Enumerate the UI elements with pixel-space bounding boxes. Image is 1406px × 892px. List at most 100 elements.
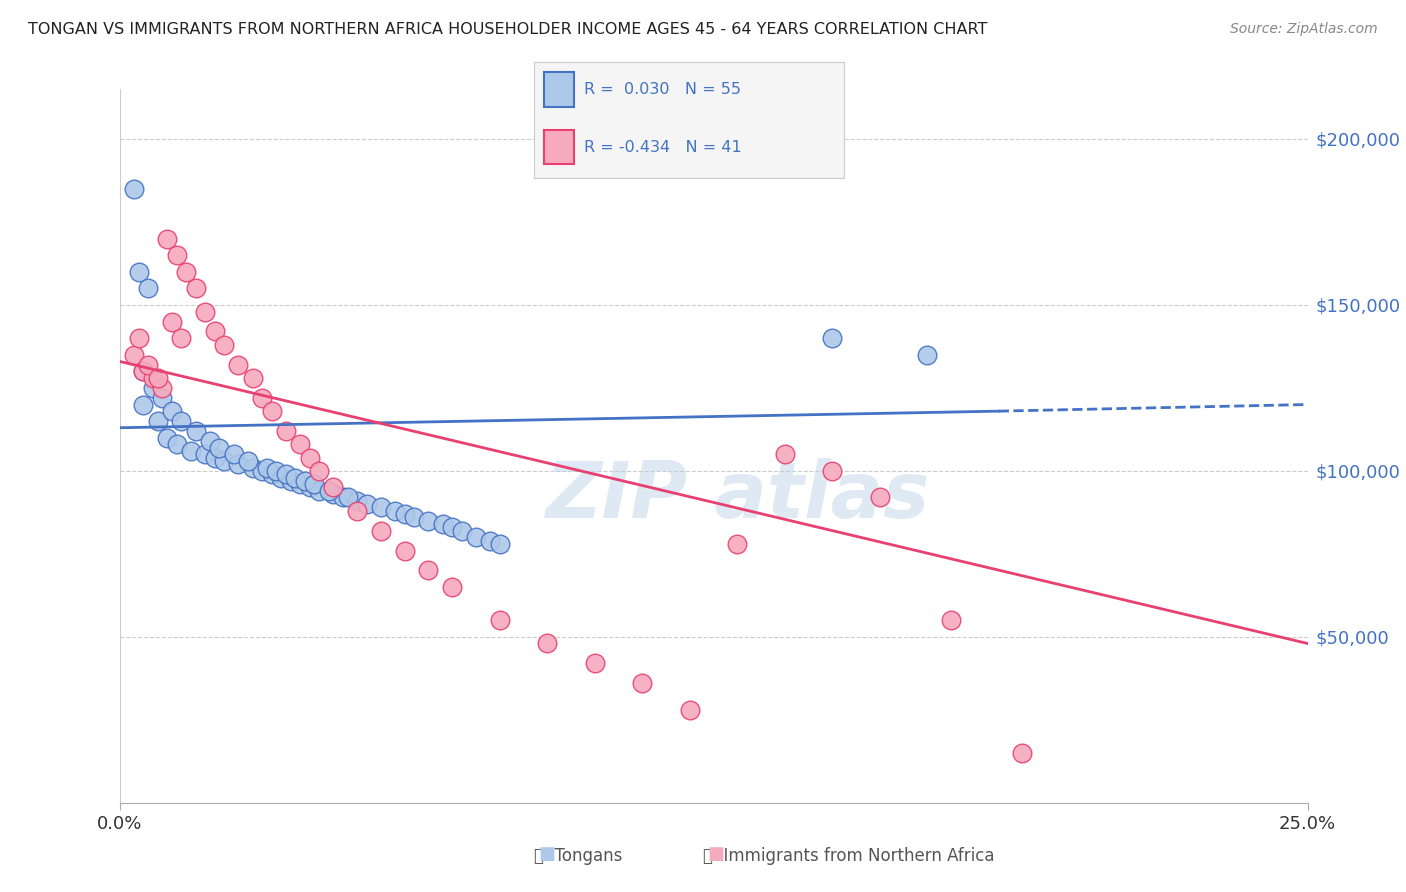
Point [142,381,165,395]
Point [308,464,330,478]
Point [132,397,155,411]
Point [122,348,145,362]
Point [166,437,188,451]
Point [150,381,173,395]
Point [631,676,654,690]
Text: R =  0.030   N = 55: R = 0.030 N = 55 [583,81,741,96]
Point [184,281,207,295]
Point [821,331,844,345]
Point [236,454,259,468]
Text: ⬜  Tongans: ⬜ Tongans [534,847,623,864]
Point [228,358,250,372]
Bar [544,129,575,164]
Point [204,325,226,339]
Point [488,613,510,627]
Point [322,481,344,495]
Point [142,371,165,385]
Point [308,483,330,498]
Point [212,454,235,468]
Point [184,424,207,438]
Point [198,434,221,448]
Point [150,391,173,405]
Point [128,265,150,279]
Point [170,414,193,428]
Point [256,460,278,475]
Point [288,477,311,491]
Point [304,477,326,491]
Text: ⬜  Immigrants from Northern Africa: ⬜ Immigrants from Northern Africa [703,847,994,864]
Point [346,493,368,508]
Point [174,265,197,279]
Text: ■: ■ [538,845,555,863]
Point [260,467,283,482]
Point [280,474,302,488]
Point [228,457,250,471]
Text: ■: ■ [707,845,724,863]
Point [274,424,297,438]
Point [394,543,416,558]
Point [274,467,297,482]
Point [294,474,316,488]
Point [288,437,311,451]
Point [583,657,606,671]
Point [322,487,344,501]
Point [479,533,502,548]
Point [128,331,150,345]
Point [725,537,748,551]
Point [242,371,264,385]
Point [441,520,464,534]
Point [332,491,354,505]
Point [464,530,488,544]
Point [136,358,159,372]
Point [679,703,702,717]
Point [432,516,454,531]
Point [450,524,472,538]
Point [336,491,359,505]
Point [488,537,510,551]
Point [208,441,231,455]
Point [441,580,464,594]
Point [242,460,264,475]
Point [156,231,179,245]
Point [222,447,245,461]
Point [146,414,169,428]
Point [384,504,406,518]
Point [370,524,392,538]
Point [204,450,226,465]
Text: R = -0.434   N = 41: R = -0.434 N = 41 [583,139,741,154]
Point [146,371,169,385]
Point [356,497,378,511]
Bar [544,71,575,106]
Point [404,510,426,524]
Point [156,431,179,445]
Point [170,331,193,345]
Point [160,404,183,418]
Point [136,281,159,295]
Point [212,338,235,352]
Point [298,481,321,495]
Point [194,447,217,461]
Point [346,504,368,518]
Point [394,507,416,521]
Point [194,304,217,318]
Point [917,348,939,362]
Point [166,248,188,262]
Point [132,364,155,378]
Point [298,450,321,465]
Point [773,447,796,461]
Point [160,314,183,328]
Point [869,491,891,505]
Point [122,182,145,196]
Point [418,514,440,528]
Point [370,500,392,515]
Point [821,464,844,478]
Point [132,364,155,378]
Point [260,404,283,418]
Point [536,636,558,650]
Point [250,464,273,478]
Point [418,564,440,578]
Text: ZIP atlas: ZIP atlas [546,458,929,534]
Point [318,483,340,498]
Text: Source: ZipAtlas.com: Source: ZipAtlas.com [1230,22,1378,37]
Text: TONGAN VS IMMIGRANTS FROM NORTHERN AFRICA HOUSEHOLDER INCOME AGES 45 - 64 YEARS : TONGAN VS IMMIGRANTS FROM NORTHERN AFRIC… [28,22,987,37]
